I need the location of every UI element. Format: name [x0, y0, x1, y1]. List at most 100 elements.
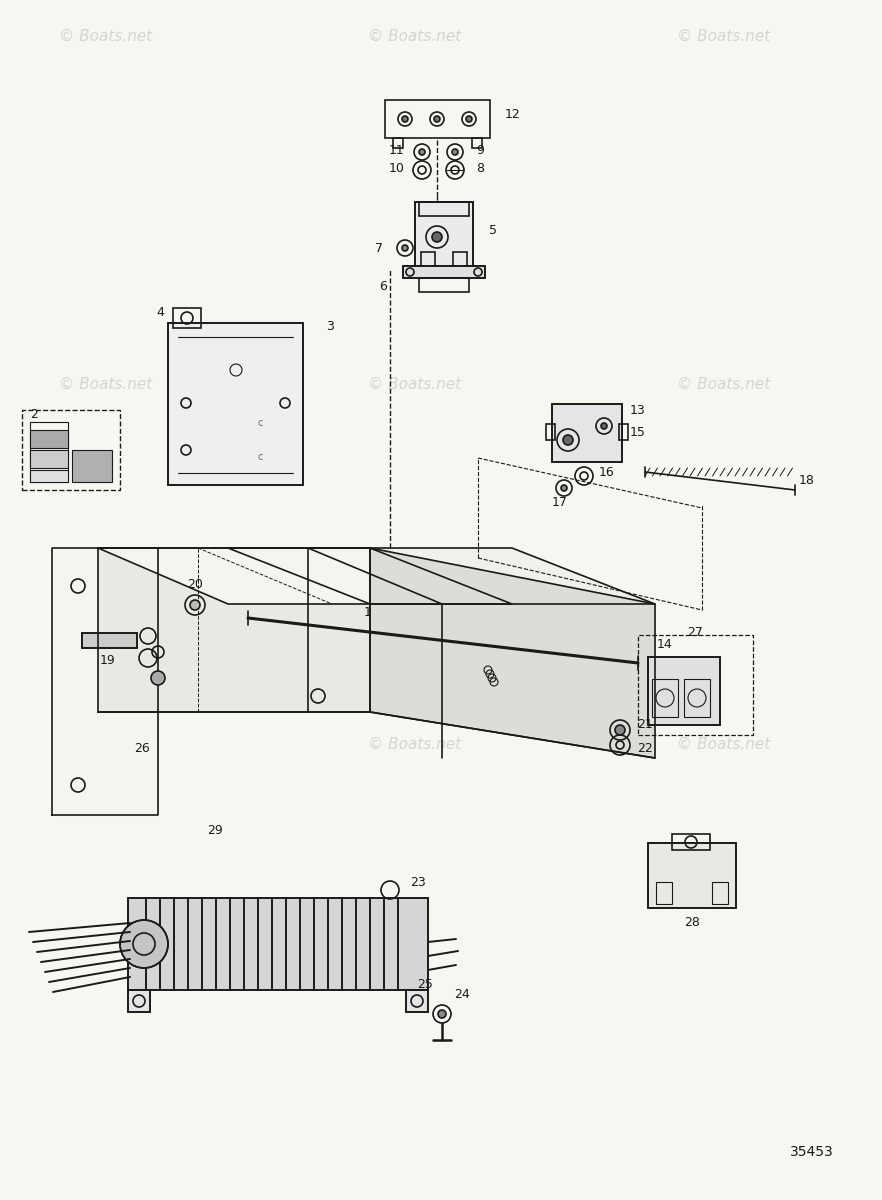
Bar	[648, 658, 720, 725]
Bar	[648, 658, 720, 725]
Text: 17: 17	[552, 496, 568, 509]
Text: 25: 25	[417, 978, 433, 991]
Circle shape	[561, 485, 567, 491]
Bar	[552, 404, 622, 462]
Polygon shape	[52, 548, 158, 815]
Text: 12: 12	[505, 108, 521, 120]
Circle shape	[452, 149, 458, 155]
Bar	[403, 266, 485, 278]
Circle shape	[190, 600, 200, 610]
Bar	[546, 424, 555, 440]
Text: 10: 10	[389, 162, 405, 174]
Bar	[652, 679, 678, 716]
Bar	[128, 990, 150, 1012]
Bar	[82, 634, 137, 648]
Text: © Boats.net: © Boats.net	[676, 737, 770, 751]
Text: 26: 26	[134, 742, 150, 755]
Text: 8: 8	[476, 162, 484, 174]
Circle shape	[432, 232, 442, 242]
Text: 24: 24	[454, 989, 470, 1002]
Text: c: c	[258, 452, 263, 462]
Circle shape	[438, 1010, 446, 1018]
Text: 35453: 35453	[790, 1145, 833, 1159]
Bar	[419, 202, 469, 216]
Text: 16: 16	[599, 466, 615, 479]
Text: 4: 4	[156, 306, 164, 319]
Text: © Boats.net: © Boats.net	[676, 29, 770, 43]
Polygon shape	[98, 548, 512, 604]
Bar	[393, 138, 403, 148]
Text: 13: 13	[630, 403, 646, 416]
Bar	[128, 898, 428, 990]
Bar	[406, 990, 428, 1012]
Text: 7: 7	[375, 241, 383, 254]
Text: 2: 2	[30, 408, 38, 421]
Bar	[656, 882, 672, 904]
Bar	[30, 430, 68, 448]
Bar	[619, 424, 628, 440]
Text: © Boats.net: © Boats.net	[368, 29, 461, 43]
Bar	[128, 898, 428, 990]
Text: © Boats.net: © Boats.net	[676, 377, 770, 391]
Text: 9: 9	[476, 144, 484, 156]
Circle shape	[466, 116, 472, 122]
Text: 15: 15	[630, 426, 646, 438]
Bar	[128, 990, 150, 1012]
Polygon shape	[98, 548, 370, 712]
Circle shape	[615, 725, 625, 734]
Bar	[30, 470, 68, 482]
Bar	[168, 323, 303, 485]
Bar	[638, 635, 753, 734]
Text: 19: 19	[101, 654, 116, 666]
Text: © Boats.net: © Boats.net	[59, 29, 153, 43]
Text: 29: 29	[207, 823, 223, 836]
Text: 11: 11	[389, 144, 405, 156]
Text: 14: 14	[657, 637, 673, 650]
Bar	[173, 308, 201, 328]
Text: © Boats.net: © Boats.net	[59, 377, 153, 391]
Bar	[30, 422, 68, 482]
Text: © Boats.net: © Boats.net	[368, 737, 461, 751]
Bar	[421, 252, 435, 266]
Polygon shape	[228, 548, 655, 604]
Bar	[403, 266, 485, 278]
Circle shape	[120, 920, 168, 968]
Text: 28: 28	[684, 916, 700, 929]
Circle shape	[151, 671, 165, 685]
Circle shape	[563, 434, 573, 445]
Text: 5: 5	[489, 223, 497, 236]
Bar	[415, 202, 473, 270]
Text: 3: 3	[326, 320, 334, 334]
Bar	[168, 323, 303, 485]
Text: 1: 1	[364, 606, 372, 618]
Bar	[30, 450, 68, 468]
Text: © Boats.net: © Boats.net	[59, 737, 153, 751]
Bar	[672, 834, 710, 850]
Circle shape	[402, 245, 408, 251]
Bar	[22, 410, 120, 490]
Text: 22: 22	[637, 742, 653, 755]
Bar	[648, 842, 736, 908]
Text: 23: 23	[410, 876, 426, 888]
Bar	[552, 404, 622, 462]
Bar	[684, 679, 710, 716]
Text: 6: 6	[379, 280, 387, 293]
Text: © Boats.net: © Boats.net	[368, 377, 461, 391]
Text: c: c	[258, 418, 263, 428]
Bar	[72, 450, 112, 482]
Text: 18: 18	[799, 474, 815, 486]
Circle shape	[419, 149, 425, 155]
Bar	[648, 842, 736, 908]
Circle shape	[601, 422, 607, 428]
Circle shape	[434, 116, 440, 122]
Text: 27: 27	[687, 626, 703, 640]
Bar	[453, 252, 467, 266]
Circle shape	[402, 116, 408, 122]
Bar	[82, 634, 137, 648]
Bar	[712, 882, 728, 904]
Bar	[472, 138, 482, 148]
Bar	[419, 278, 469, 292]
Polygon shape	[370, 548, 655, 758]
Bar	[406, 990, 428, 1012]
Bar	[415, 202, 473, 270]
